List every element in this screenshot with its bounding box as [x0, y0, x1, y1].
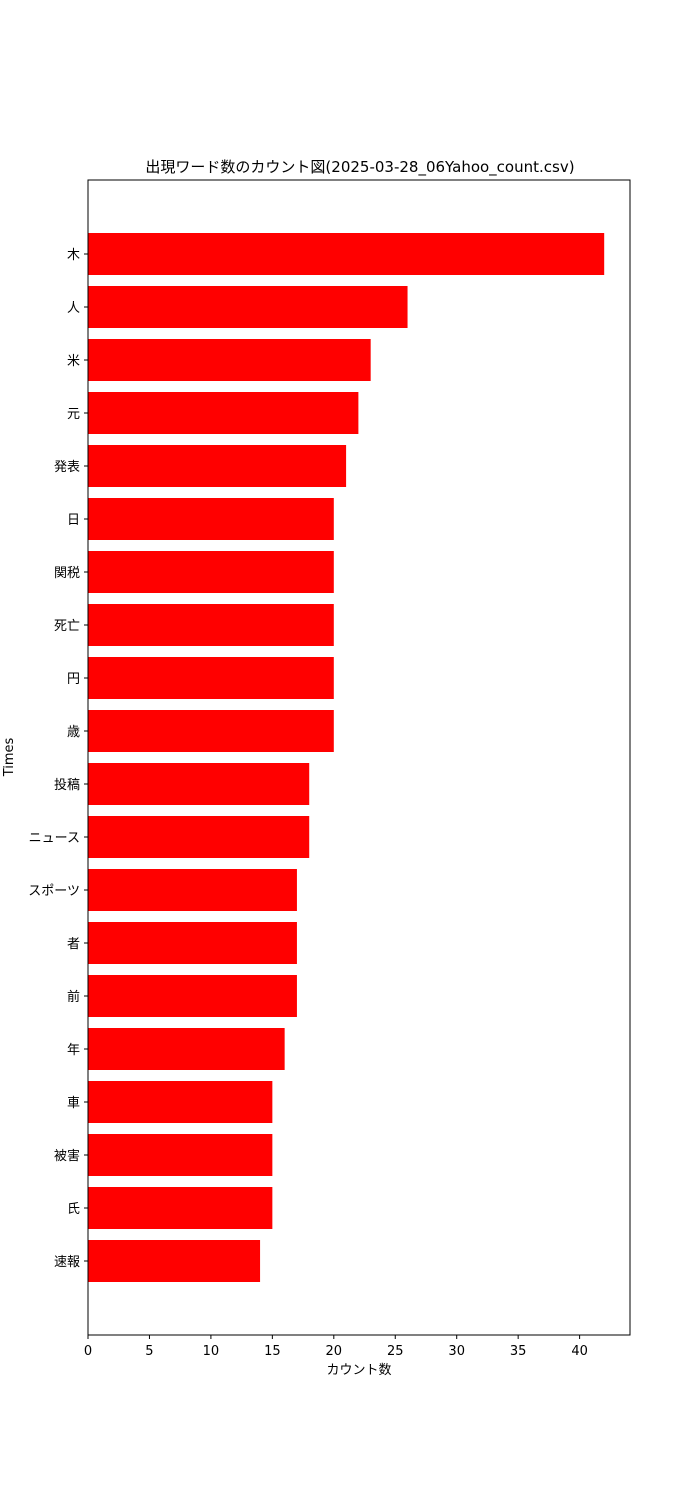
y-axis-label: Times [2, 737, 17, 777]
bar [88, 551, 334, 593]
bar [88, 1187, 273, 1229]
bar [88, 392, 359, 434]
y-tick-label: 歳 [67, 725, 80, 740]
bar [88, 604, 334, 646]
bar [88, 339, 371, 381]
y-tick-label: 速報 [54, 1255, 80, 1270]
y-tick-label: 被害 [54, 1148, 80, 1164]
y-tick-label: 人 [67, 301, 80, 316]
bar [88, 1240, 261, 1282]
bar [88, 922, 297, 964]
bar [88, 233, 605, 275]
y-tick-label: 前 [67, 989, 80, 1005]
bar [88, 816, 310, 858]
y-tick-label: 円 [67, 672, 80, 687]
y-tick-label: 死亡 [54, 619, 80, 634]
y-tick-label: 者 [67, 937, 80, 952]
y-tick-label: 元 [67, 407, 80, 422]
bar [88, 975, 297, 1017]
bar [88, 1081, 273, 1123]
y-tick-label: ニュース [29, 831, 80, 846]
bar [88, 710, 334, 752]
x-tick-label: 20 [326, 1344, 343, 1359]
bar [88, 1134, 273, 1176]
y-tick-label: 年 [67, 1043, 80, 1058]
x-tick-label: 0 [84, 1344, 92, 1359]
y-tick-label: 日 [67, 513, 80, 528]
x-tick-label: 30 [448, 1344, 465, 1359]
y-tick-label: 木 [67, 248, 80, 263]
x-tick-label: 15 [264, 1344, 281, 1359]
y-tick-label: 投稿 [54, 777, 80, 793]
x-tick-label: 10 [203, 1344, 220, 1359]
x-tick-label: 25 [387, 1344, 404, 1359]
x-tick-labels: 0 5 10 15 20 25 30 35 40 [84, 1335, 588, 1359]
bar [88, 763, 310, 805]
y-tick-label: スポーツ [28, 884, 80, 899]
x-axis-label: カウント数 [326, 1363, 391, 1378]
x-tick-label: 40 [571, 1344, 588, 1359]
y-tick-label: 発表 [54, 460, 80, 475]
x-tick-label: 5 [145, 1344, 153, 1359]
bar [88, 657, 334, 699]
y-tick-label: 車 [67, 1096, 80, 1111]
y-tick-label: 氏 [67, 1202, 80, 1217]
chart-title: 出現ワード数のカウント図(2025-03-28_06Yahoo_count.cs… [145, 158, 574, 177]
bar [88, 1028, 285, 1070]
bars-group [88, 233, 605, 1282]
bar [88, 445, 347, 487]
plot-frame [87, 179, 631, 1336]
y-tick-label: 関税 [54, 566, 80, 581]
bar [88, 869, 297, 911]
bar [88, 498, 334, 540]
x-tick-label: 35 [510, 1344, 527, 1359]
bar [88, 286, 408, 328]
y-tick-label: 米 [67, 354, 80, 369]
